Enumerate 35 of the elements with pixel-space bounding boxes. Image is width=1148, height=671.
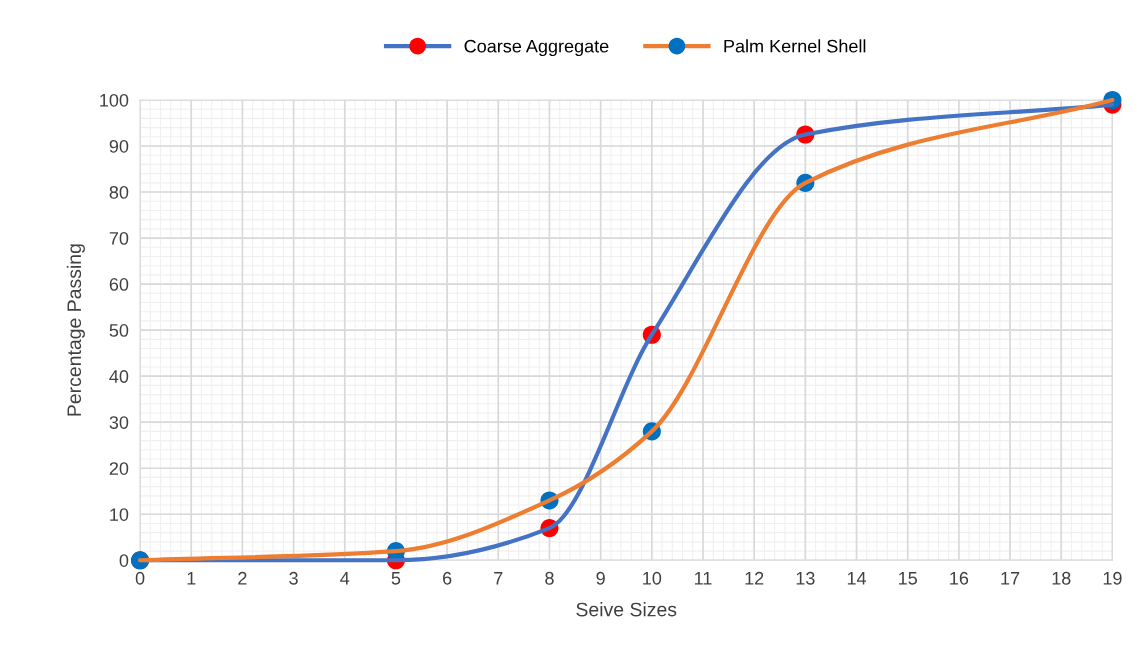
- x-tick-label: 8: [545, 571, 554, 585]
- x-tick-label: 17: [1001, 572, 1020, 585]
- x-tick-label: 16: [950, 571, 969, 585]
- legend-label: Coarse Aggregate: [464, 39, 609, 57]
- y-tick-label: 70: [109, 232, 129, 245]
- x-tick-label: 3: [289, 571, 298, 585]
- y-tick-label: 60: [109, 278, 129, 291]
- x-tick-label: 13: [796, 571, 815, 585]
- x-tick-label: 5: [391, 572, 401, 585]
- y-axis-title: Percentage Passing: [66, 244, 85, 416]
- x-tick-label: 9: [596, 571, 605, 585]
- x-tick-label: 2: [238, 571, 247, 585]
- x-tick-label: 0: [135, 571, 145, 585]
- x-tick-label: 11: [695, 572, 712, 585]
- y-tick-label: 30: [109, 416, 129, 429]
- x-tick-label: 19: [1103, 571, 1122, 585]
- y-tick-label: 90: [109, 139, 129, 153]
- y-tick-label: 40: [109, 370, 129, 383]
- y-tick-label: 20: [109, 462, 129, 475]
- x-tick-label: 4: [340, 572, 350, 585]
- y-tick-label: 100: [100, 93, 129, 107]
- y-tick-label: 80: [109, 185, 129, 199]
- legend-label: Palm Kernel Shell: [724, 39, 866, 53]
- x-tick-label: 18: [1052, 571, 1071, 585]
- x-tick-label: 15: [899, 572, 917, 585]
- x-axis-title: Seive Sizes: [576, 602, 677, 617]
- x-tick-label: 10: [643, 571, 662, 585]
- x-tick-label: 6: [443, 571, 452, 585]
- y-tick-label: 10: [110, 508, 129, 521]
- x-tick-label: 12: [745, 571, 764, 585]
- x-tick-label: 14: [847, 572, 867, 585]
- x-tick-label: 1: [187, 572, 196, 585]
- y-tick-label: 50: [109, 324, 129, 337]
- y-tick-label: 0: [119, 554, 129, 568]
- x-tick-label: 7: [494, 572, 503, 585]
